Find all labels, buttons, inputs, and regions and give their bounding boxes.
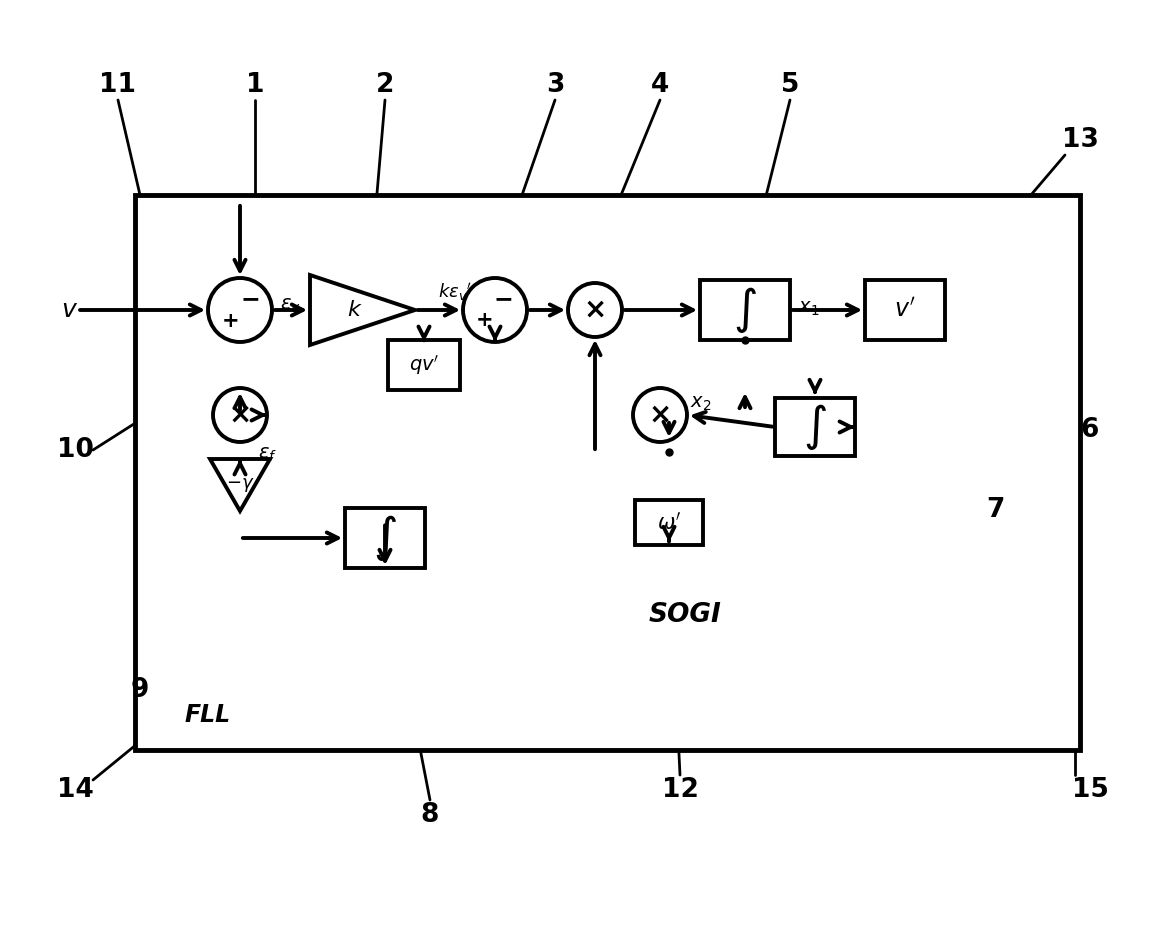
Text: 5: 5 (781, 72, 799, 98)
Circle shape (568, 283, 622, 337)
Bar (865, 280, 945, 340)
Text: $\varepsilon_f$: $\varepsilon_f$ (258, 446, 277, 464)
Text: 13: 13 (1062, 127, 1098, 153)
Text: ×: × (229, 401, 252, 429)
Text: 8: 8 (421, 802, 439, 828)
Text: 4: 4 (651, 72, 669, 98)
Text: SOGI: SOGI (649, 602, 721, 628)
Bar (700, 280, 789, 340)
Text: $\omega'$: $\omega'$ (657, 511, 682, 534)
Text: $k\varepsilon_v{}'$: $k\varepsilon_v{}'$ (439, 281, 472, 303)
Bar (635, 500, 703, 545)
Text: ×: × (649, 401, 672, 429)
Text: ×: × (583, 296, 606, 324)
Text: 14: 14 (56, 777, 94, 803)
Bar (135, 195, 1080, 750)
Text: $\int$: $\int$ (733, 285, 757, 335)
Text: 2: 2 (375, 72, 394, 98)
Circle shape (633, 388, 687, 442)
Bar (345, 508, 425, 568)
Bar (148, 325, 446, 740)
Text: FLL: FLL (185, 703, 231, 727)
Circle shape (208, 278, 272, 342)
Bar (388, 340, 460, 390)
Text: $-\gamma$: $-\gamma$ (225, 476, 255, 494)
Text: $\int$: $\int$ (804, 402, 827, 452)
Text: $\varepsilon_v$: $\varepsilon_v$ (280, 295, 300, 314)
Text: 1: 1 (246, 72, 264, 98)
Bar (330, 215, 975, 670)
Text: $x_1$: $x_1$ (798, 298, 820, 317)
Text: $v'$: $v'$ (894, 298, 916, 322)
Text: −: − (240, 287, 260, 311)
Text: $k$: $k$ (347, 300, 362, 320)
Text: $qv'$: $qv'$ (409, 353, 439, 377)
Text: 10: 10 (56, 437, 94, 463)
Circle shape (213, 388, 267, 442)
Text: −: − (493, 287, 513, 311)
Text: 15: 15 (1072, 777, 1108, 803)
Text: 9: 9 (131, 677, 149, 703)
Text: +: + (476, 310, 494, 330)
Text: 11: 11 (100, 72, 136, 98)
Text: 6: 6 (1080, 417, 1099, 443)
Text: $\int$: $\int$ (373, 513, 396, 563)
Text: 12: 12 (662, 777, 698, 803)
Text: $x_2$: $x_2$ (690, 394, 711, 413)
Text: +: + (222, 311, 239, 331)
Text: 7: 7 (985, 497, 1004, 523)
Circle shape (463, 278, 527, 342)
Bar (775, 398, 855, 456)
Text: $v$: $v$ (61, 298, 79, 322)
Text: 3: 3 (545, 72, 564, 98)
